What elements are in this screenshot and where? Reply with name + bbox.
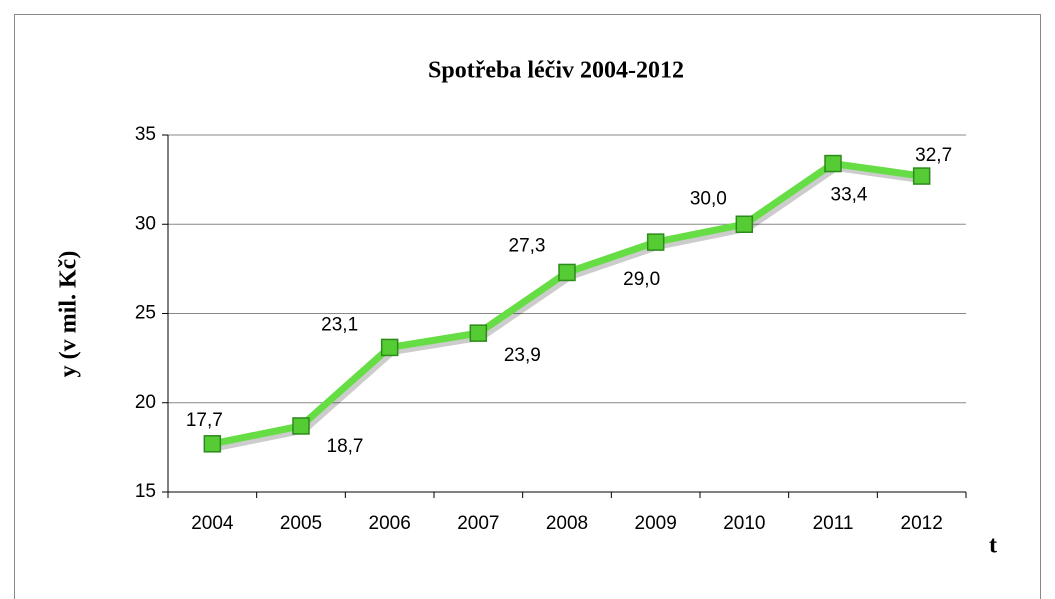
x-tick-label: 2012	[901, 513, 943, 534]
data-label: 27,3	[509, 235, 546, 256]
chart-border	[14, 14, 1041, 599]
x-axis-title: t	[989, 533, 997, 559]
marker	[469, 324, 488, 342]
x-tick-label: 2005	[280, 513, 322, 534]
chart-title: Spotřeba léčiv 2004-2012	[428, 58, 684, 84]
x-tick-label: 2008	[546, 513, 588, 534]
data-label: 33,4	[831, 185, 868, 206]
data-label: 29,0	[623, 269, 660, 290]
y-tick-label: 15	[135, 481, 156, 502]
x-tick-label: 2006	[369, 513, 411, 534]
x-tick-label: 2010	[723, 513, 765, 534]
x-tick-label: 2011	[813, 513, 854, 534]
data-label: 18,7	[327, 436, 364, 457]
marker	[292, 417, 310, 435]
x-tick-label: 2007	[457, 513, 499, 534]
data-label: 32,7	[915, 145, 952, 166]
marker	[735, 215, 754, 233]
data-label: 23,1	[321, 314, 358, 335]
y-tick-label: 20	[135, 392, 156, 413]
marker	[824, 154, 842, 173]
y-axis-title: y (v mil. Kč)	[56, 251, 82, 378]
marker	[203, 435, 222, 453]
x-tick-label: 2004	[191, 513, 234, 534]
y-tick-label: 30	[135, 213, 156, 234]
marker	[380, 338, 399, 357]
data-label: 23,9	[504, 345, 541, 366]
marker	[912, 167, 931, 185]
y-tick-label: 25	[135, 303, 156, 324]
marker	[558, 263, 576, 282]
data-label: 30,0	[690, 188, 727, 209]
data-label: 17,7	[186, 410, 223, 431]
marker	[646, 233, 665, 251]
x-tick-label: 2009	[635, 513, 677, 534]
series-line	[211, 160, 923, 448]
y-tick-label: 35	[135, 124, 156, 145]
